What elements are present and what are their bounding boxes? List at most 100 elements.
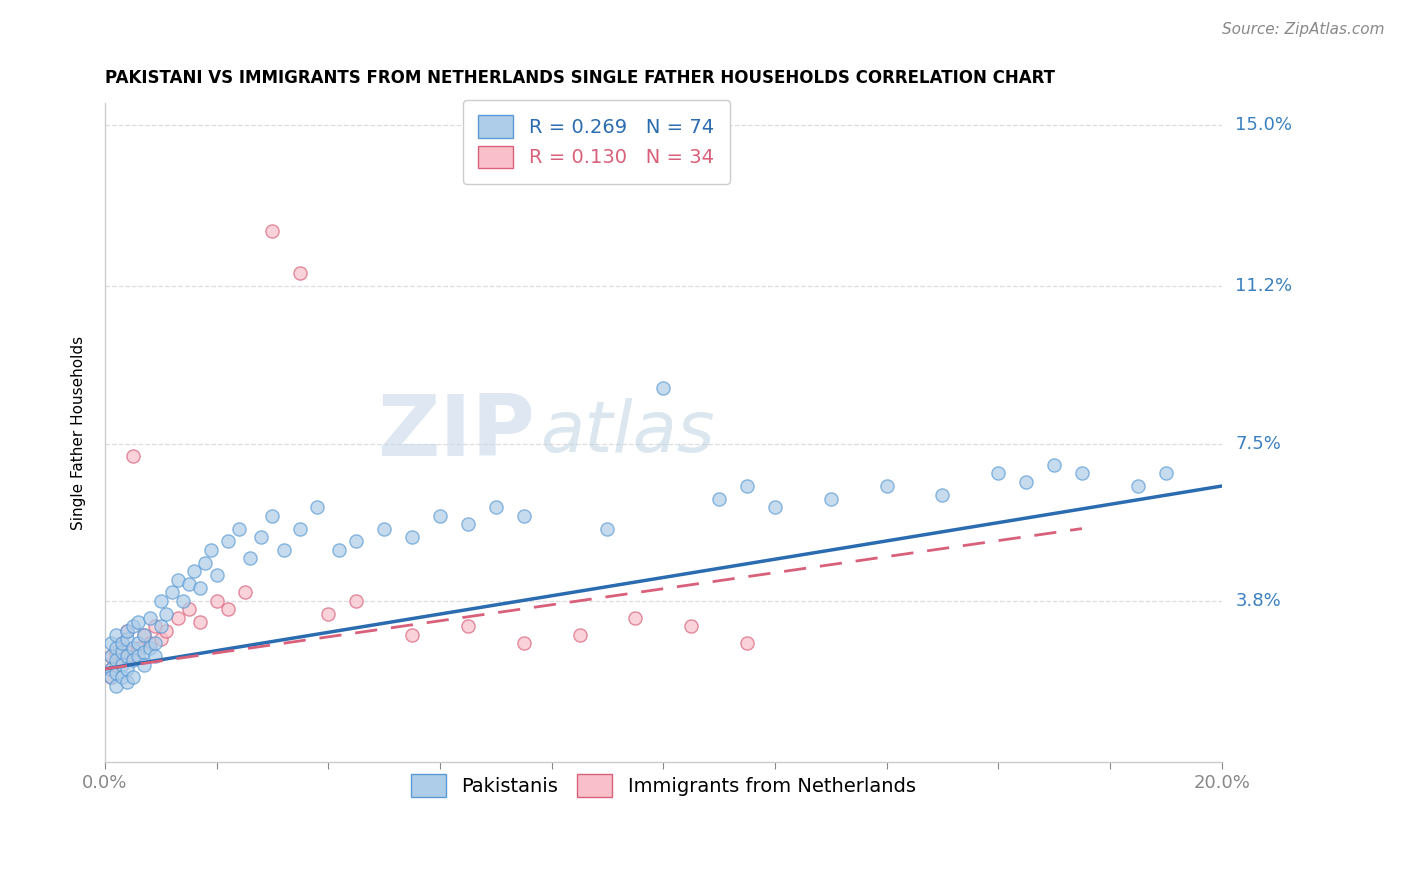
Point <box>111 636 134 650</box>
Point <box>681 619 703 633</box>
Point <box>111 657 134 672</box>
Text: atlas: atlas <box>540 399 716 467</box>
Point <box>143 649 166 664</box>
Text: PAKISTANI VS IMMIGRANTS FROM NETHERLANDS SINGLE FATHER HOUSEHOLDS CORRELATION CH: PAKISTANI VS IMMIGRANTS FROM NETHERLANDS… <box>105 69 1054 87</box>
Point <box>401 530 423 544</box>
Point <box>250 530 273 544</box>
Point <box>344 534 367 549</box>
Point <box>763 500 786 515</box>
Point <box>105 666 128 681</box>
Point <box>138 611 160 625</box>
Point <box>1071 467 1094 481</box>
Point <box>228 522 250 536</box>
Point <box>127 649 149 664</box>
Point <box>127 636 149 650</box>
Point <box>373 522 395 536</box>
Point <box>177 577 200 591</box>
Point <box>122 653 145 667</box>
Point <box>105 679 128 693</box>
Point <box>117 649 139 664</box>
Point <box>138 640 160 655</box>
Point <box>143 636 166 650</box>
Point <box>485 500 508 515</box>
Point <box>127 615 149 629</box>
Point <box>307 500 329 515</box>
Point <box>987 467 1010 481</box>
Point <box>155 607 177 621</box>
Point <box>188 615 211 629</box>
Point <box>1126 479 1149 493</box>
Point <box>132 628 155 642</box>
Point <box>707 491 730 506</box>
Point <box>568 628 591 642</box>
Text: 11.2%: 11.2% <box>1236 277 1292 295</box>
Point <box>290 267 312 281</box>
Point <box>111 636 134 650</box>
Point <box>100 662 122 676</box>
Point <box>138 636 160 650</box>
Point <box>512 508 534 523</box>
Point <box>122 619 145 633</box>
Point <box>1015 475 1038 489</box>
Text: 15.0%: 15.0% <box>1236 116 1292 134</box>
Point <box>117 624 139 638</box>
Point <box>273 542 295 557</box>
Point <box>318 607 340 621</box>
Point <box>100 649 122 664</box>
Legend: Pakistanis, Immigrants from Netherlands: Pakistanis, Immigrants from Netherlands <box>395 758 932 812</box>
Point <box>117 632 139 647</box>
Text: Source: ZipAtlas.com: Source: ZipAtlas.com <box>1222 22 1385 37</box>
Point <box>122 640 145 655</box>
Point <box>117 624 139 638</box>
Point <box>876 479 898 493</box>
Point <box>100 670 122 684</box>
Point <box>149 594 172 608</box>
Point <box>735 636 758 650</box>
Point <box>262 224 284 238</box>
Point <box>735 479 758 493</box>
Point <box>1154 467 1177 481</box>
Point <box>105 657 128 672</box>
Point <box>132 657 155 672</box>
Point <box>166 611 188 625</box>
Point <box>457 517 479 532</box>
Point <box>172 594 194 608</box>
Point <box>328 542 350 557</box>
Point <box>122 450 145 464</box>
Text: 7.5%: 7.5% <box>1236 434 1281 452</box>
Point <box>143 619 166 633</box>
Point <box>262 508 284 523</box>
Point <box>105 645 128 659</box>
Point <box>117 645 139 659</box>
Point <box>233 585 256 599</box>
Point <box>132 645 155 659</box>
Point <box>1043 458 1066 472</box>
Point <box>100 662 122 676</box>
Point <box>401 628 423 642</box>
Point <box>100 636 122 650</box>
Point <box>931 487 953 501</box>
Point <box>166 573 188 587</box>
Point <box>132 628 155 642</box>
Text: ZIP: ZIP <box>377 392 534 475</box>
Point <box>290 522 312 536</box>
Point <box>160 585 183 599</box>
Point <box>100 670 122 684</box>
Point <box>188 581 211 595</box>
Point <box>111 653 134 667</box>
Point <box>183 564 205 578</box>
Point <box>105 628 128 642</box>
Point <box>149 619 172 633</box>
Point <box>205 594 228 608</box>
Point <box>652 381 675 395</box>
Point <box>127 640 149 655</box>
Point <box>105 640 128 655</box>
Point <box>194 556 217 570</box>
Point <box>217 534 239 549</box>
Point <box>155 624 177 638</box>
Point <box>457 619 479 633</box>
Point <box>149 632 172 647</box>
Point <box>624 611 647 625</box>
Point <box>100 649 122 664</box>
Y-axis label: Single Father Households: Single Father Households <box>72 336 86 530</box>
